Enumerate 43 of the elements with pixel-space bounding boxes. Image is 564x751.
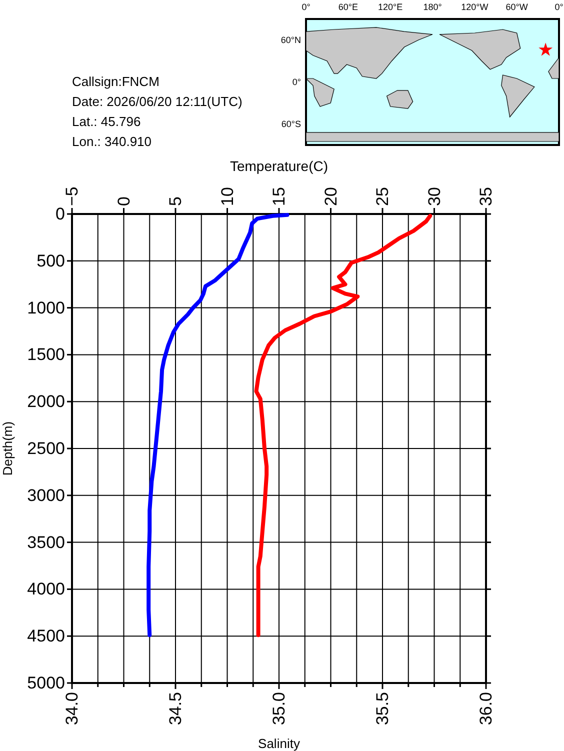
text: 120°W	[461, 2, 489, 12]
x-tick-label: 35.5	[373, 692, 392, 726]
text: Lat.: 45.796	[72, 114, 141, 129]
text: 60°N	[280, 35, 301, 45]
x2-tick-label: 30	[424, 187, 444, 206]
x2-tick-label: 20	[321, 187, 340, 206]
y-tick-label: 3000	[27, 486, 65, 505]
x2-tick-label: 15	[270, 187, 288, 206]
line-series	[254, 214, 432, 638]
x2-axis-title: Temperature(C)	[230, 158, 328, 174]
text: Date: 2026/06/20 12:11(UTC)	[72, 94, 242, 109]
y-tick-label: 500	[36, 251, 65, 270]
text: 0°	[554, 2, 564, 12]
x-axis-title: Salinity	[258, 736, 300, 751]
y-tick-label: 1000	[27, 298, 65, 318]
y-tick-label: 4500	[27, 626, 65, 646]
y-tick-label: 2500	[27, 439, 65, 458]
y-axis-title: Depth(m)	[0, 421, 15, 476]
text: Callsign:FNCM	[72, 74, 160, 89]
text: 60°S	[281, 119, 301, 129]
x2-tick-label: −5	[62, 186, 82, 206]
y-tick-label: 3500	[27, 532, 65, 552]
x2-tick-label: 25	[373, 187, 392, 206]
text: 120°E	[378, 2, 403, 12]
y-tick-label: 5000	[27, 674, 65, 692]
y-tick-label: 4000	[27, 580, 65, 599]
x2-tick-label: 10	[218, 187, 237, 206]
x-tick-label: 36.0	[476, 692, 496, 726]
x-tick-label: 34.0	[62, 692, 82, 726]
x-tick-label: 35.0	[270, 692, 288, 726]
text: 0°	[292, 77, 302, 87]
x-tick-label: 34.5	[166, 692, 185, 726]
x2-tick-label: 0	[114, 196, 134, 206]
y-tick-label: 0	[56, 204, 65, 224]
y-tick-label: 2000	[27, 392, 65, 412]
x2-tick-label: 5	[166, 196, 185, 206]
text: 60°E	[338, 2, 358, 12]
text: 60°W	[506, 2, 528, 12]
text: Lon.: 340.910	[72, 134, 152, 149]
x2-tick-label: 35	[476, 187, 496, 206]
y-tick-label: 1500	[27, 345, 65, 364]
text: 0°	[302, 2, 311, 12]
text: 180°	[423, 2, 442, 12]
